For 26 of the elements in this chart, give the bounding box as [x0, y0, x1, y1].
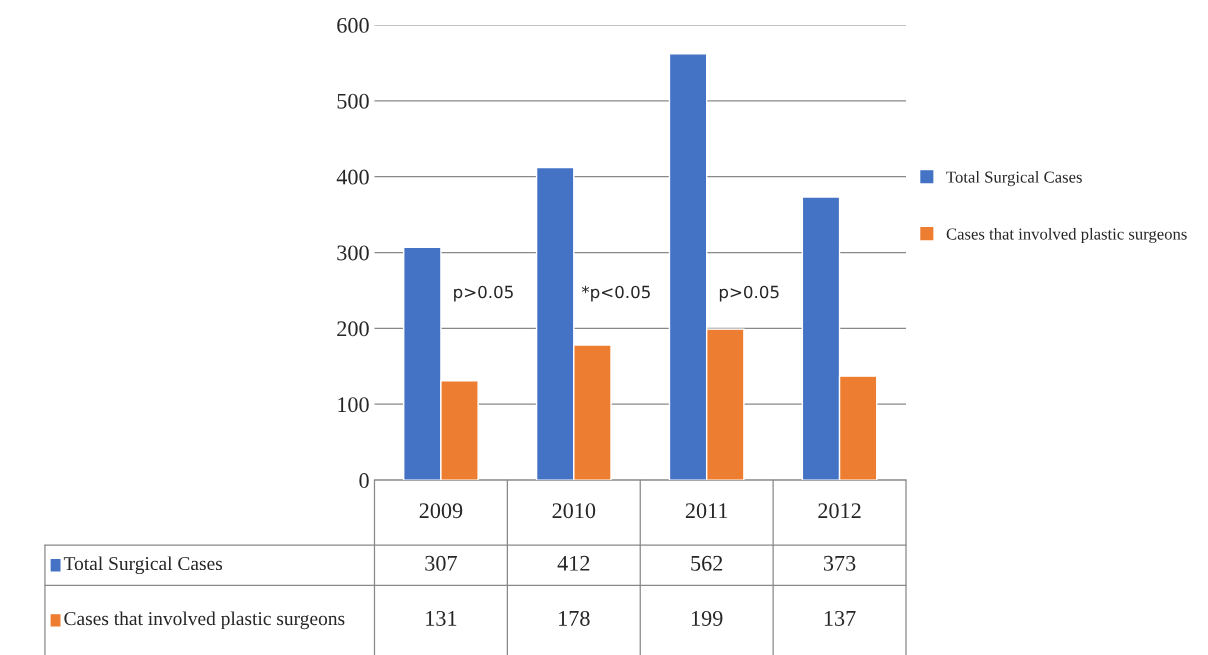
data-label: 373 — [823, 555, 856, 571]
data-label: 178 — [559, 610, 590, 626]
y-tick-label: 600 — [337, 17, 369, 33]
data-label: 131 — [426, 610, 457, 626]
x-tick-label: 2010 — [552, 503, 596, 519]
data-label: 562 — [691, 555, 723, 571]
y-tick-label: 300 — [337, 245, 369, 261]
y-tick-label: 0 — [359, 473, 369, 489]
data-label: 199 — [691, 610, 723, 626]
legend-label: Cases that involved plastic surgeons — [946, 227, 1187, 244]
data-label: 137 — [824, 610, 856, 626]
annotation: *p<0.05 — [581, 285, 650, 302]
x-tick-label: 2012 — [818, 503, 861, 519]
data-label: 412 — [557, 555, 590, 571]
x-tick-label: 2009 — [419, 503, 463, 519]
y-tick-label: 200 — [337, 321, 369, 337]
x-tick-label: 2011 — [685, 503, 728, 519]
text: Total Surgical Cases — [63, 556, 223, 575]
annotation: p>0.05 — [719, 285, 779, 302]
annotation: p>0.05 — [454, 285, 513, 302]
y-tick-label: 500 — [337, 93, 369, 109]
y-tick-label: 100 — [338, 397, 369, 413]
text: Cases that involved plastic surgeons — [64, 611, 345, 630]
y-tick-label: 400 — [336, 169, 369, 185]
data-label: 307 — [425, 555, 457, 571]
legend-label: Total Surgical Cases — [946, 170, 1082, 187]
